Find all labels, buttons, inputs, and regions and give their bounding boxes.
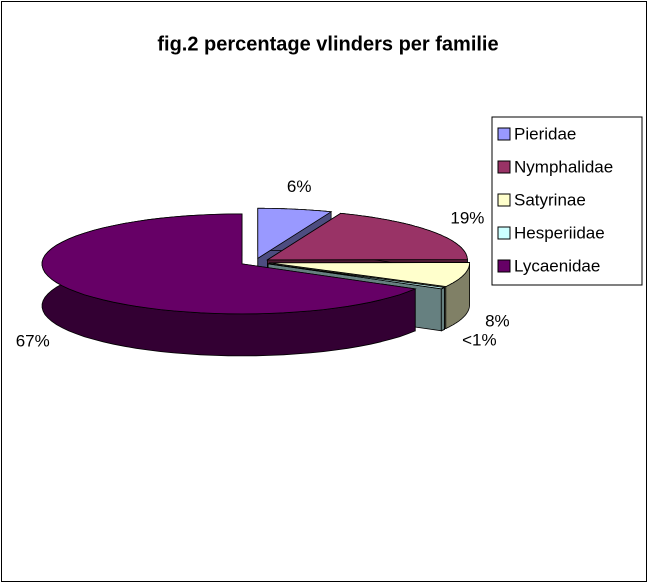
legend-swatch [497, 127, 511, 141]
legend-swatch [497, 160, 511, 174]
data-label: 67% [16, 331, 50, 350]
chart-title: fig.2 percentage vlinders per familie [157, 33, 498, 55]
legend-label: Hesperiidae [514, 223, 605, 242]
legend-swatch [497, 226, 511, 240]
slice [41, 213, 417, 315]
legend-swatch [497, 259, 511, 273]
legend-label: Satyrinae [514, 190, 586, 209]
slice [257, 207, 333, 260]
data-label: <1% [462, 330, 497, 349]
slice [269, 262, 471, 287]
slice-wall [440, 287, 445, 332]
data-label: 19% [450, 209, 484, 228]
legend-label: Pieridae [514, 124, 576, 143]
legend-label: Nymphalidae [514, 157, 613, 176]
slice [266, 212, 468, 261]
slice [268, 263, 445, 290]
legend-swatch [497, 193, 511, 207]
data-label: 8% [485, 312, 510, 331]
legend-box [491, 116, 643, 286]
data-label: 6% [287, 177, 312, 196]
legend-label: Lycaenidae [514, 256, 600, 275]
